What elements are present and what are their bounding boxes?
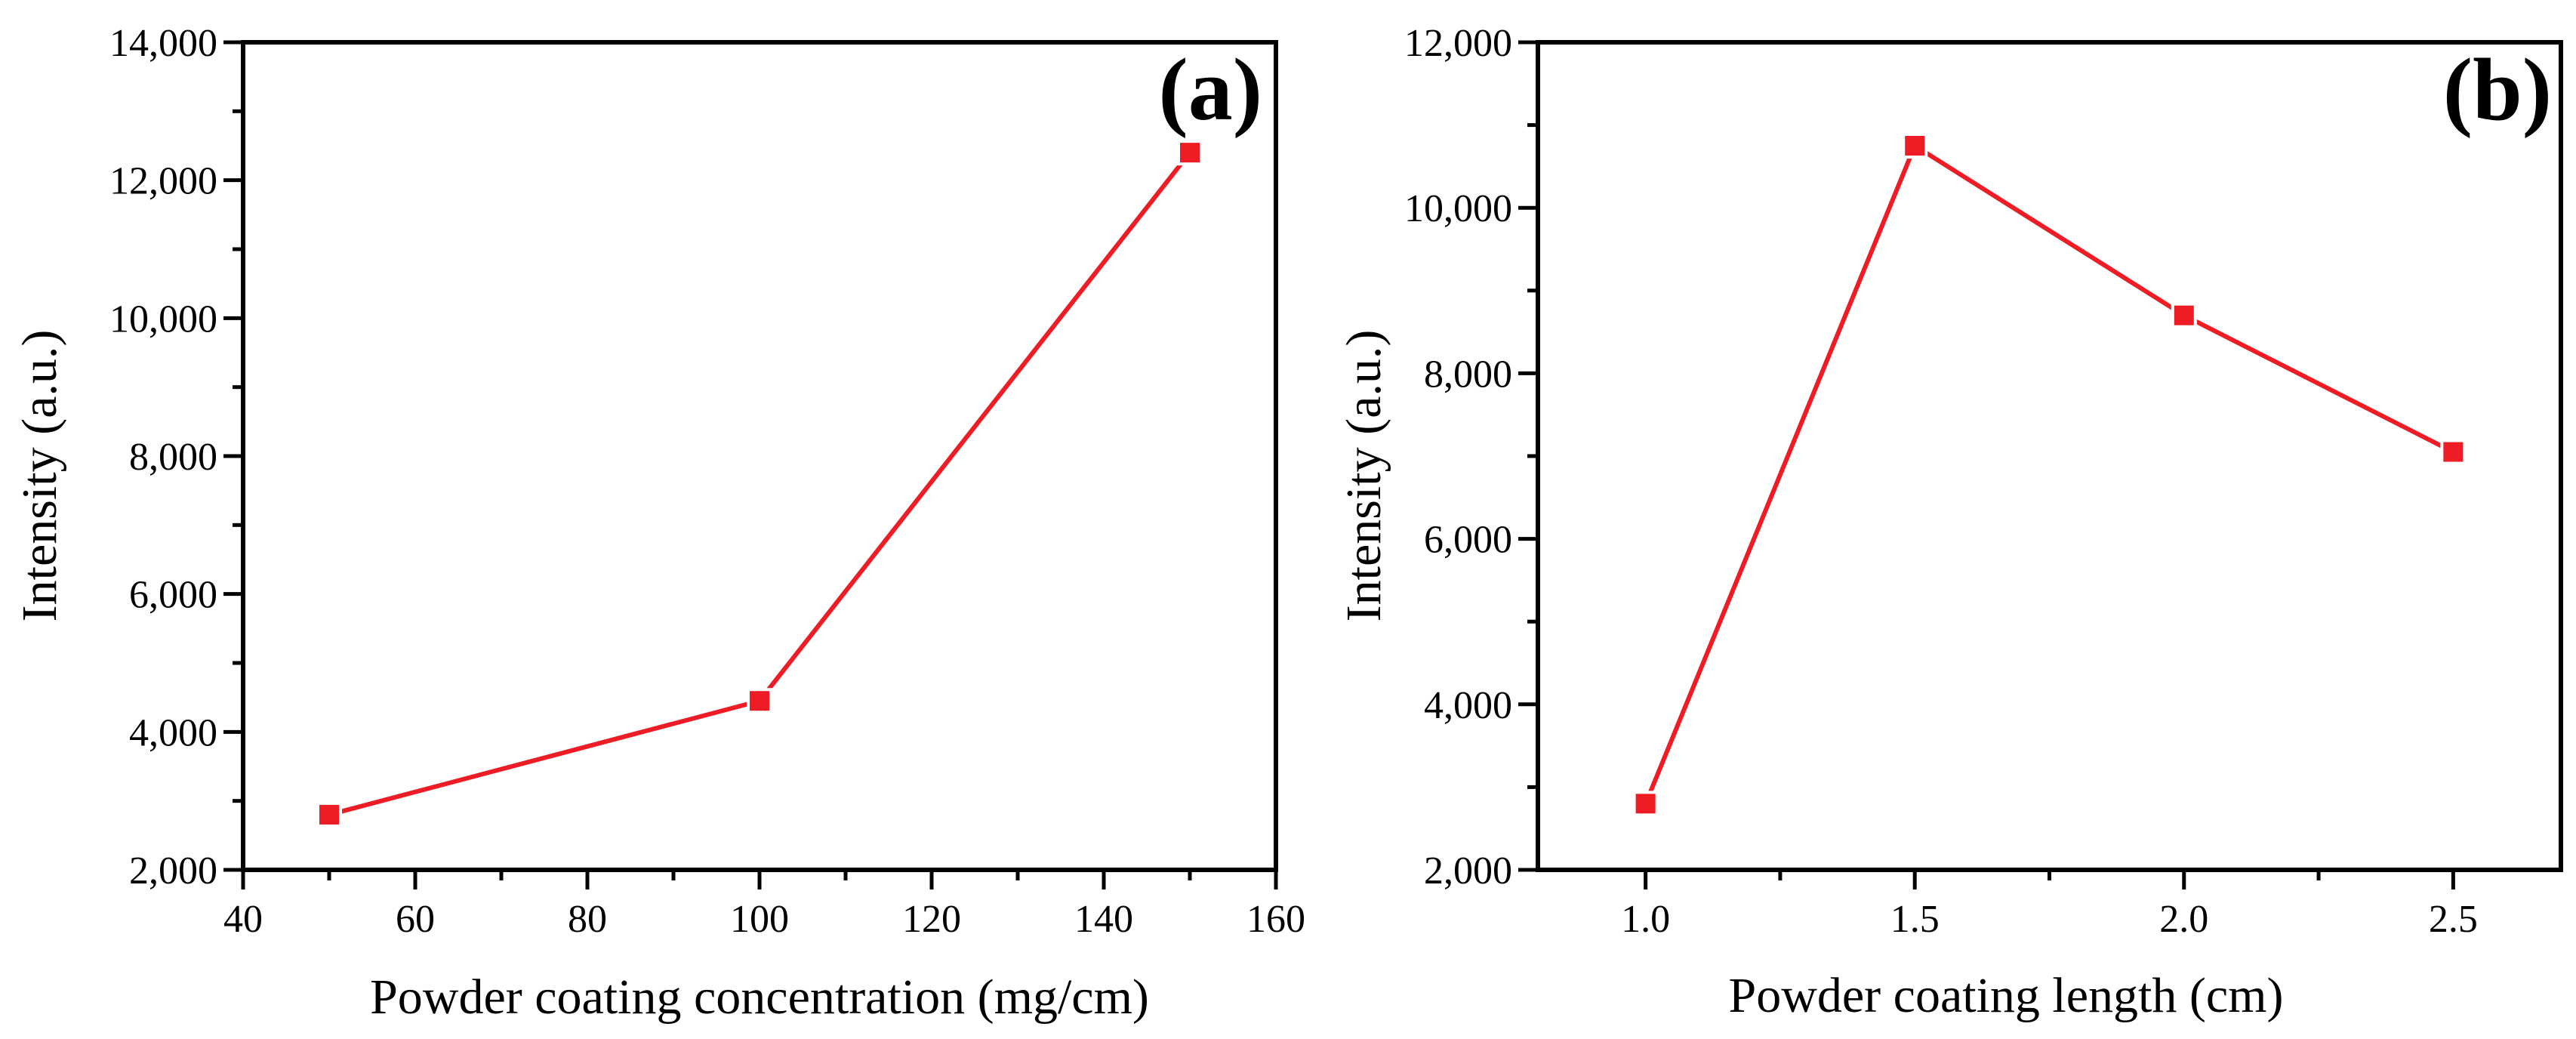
panel-a-data-point bbox=[1177, 140, 1203, 166]
panel-a-data-point bbox=[316, 801, 342, 828]
panel-a-label: (a) bbox=[1158, 40, 1262, 139]
panel-a-y-tick-label: 6,000 bbox=[129, 574, 217, 617]
panel-a-plot-frame bbox=[241, 40, 1278, 872]
panel-b-y-axis-title: Intensity (a.u.) bbox=[1336, 330, 1391, 622]
panel-a-chart: (a) Powder coating concentration (mg/cm)… bbox=[12, 22, 1305, 1025]
panel-b-y-tick-label: 8,000 bbox=[1424, 353, 1512, 396]
panel-a-y-axis-title: Intensity (a.u.) bbox=[12, 330, 67, 622]
panel-a-y-tick-label: 10,000 bbox=[109, 298, 217, 341]
panel-a-y-tick-label: 2,000 bbox=[129, 849, 217, 893]
panel-b-data-point bbox=[1632, 791, 1659, 817]
panel-b-x-tick-label: 2.0 bbox=[2159, 898, 2208, 941]
panel-b-data-point bbox=[2171, 302, 2197, 328]
panel-b-y-tick-label: 2,000 bbox=[1424, 849, 1512, 893]
panel-a-x-tick-label: 40 bbox=[223, 898, 263, 941]
panel-a-y-tick-label: 8,000 bbox=[129, 436, 217, 479]
panel-b-y-tick-label: 10,000 bbox=[1404, 187, 1512, 230]
panel-a-x-axis-title: Powder coating concentration (mg/cm) bbox=[370, 970, 1149, 1025]
panel-a-y-tick-label: 4,000 bbox=[129, 711, 217, 754]
panel-a-x-tick-label: 60 bbox=[396, 898, 435, 941]
panel-b-x-tick-label: 1.5 bbox=[1890, 898, 1940, 941]
panel-a-x-tick-label: 120 bbox=[902, 898, 961, 941]
panel-a-y-tick-label: 12,000 bbox=[109, 160, 217, 203]
panel-a-x-tick-label: 160 bbox=[1246, 898, 1305, 941]
panel-b-data-point bbox=[1902, 133, 1928, 159]
panel-b-y-tick-label: 4,000 bbox=[1424, 684, 1512, 727]
panel-b-x-axis-title: Powder coating length (cm) bbox=[1729, 968, 2284, 1023]
panel-b-chart: (b) Powder coating length (cm) Intensity… bbox=[1336, 22, 2563, 1023]
panel-b-x-tick-label: 1.0 bbox=[1621, 898, 1670, 941]
panel-a-x-tick-label: 80 bbox=[568, 898, 607, 941]
panel-a-x-tick-label: 100 bbox=[730, 898, 789, 941]
panel-b-plot-frame bbox=[1536, 40, 2563, 872]
panel-b-x-tick-label: 2.5 bbox=[2429, 898, 2478, 941]
panel-b-y-tick-label: 12,000 bbox=[1404, 22, 1512, 65]
panel-b-label: (b) bbox=[2443, 40, 2552, 139]
panel-a-y-tick-label: 14,000 bbox=[109, 22, 217, 65]
panel-a-series-line bbox=[328, 151, 1192, 817]
panel-a-data-point bbox=[747, 688, 772, 714]
panel-a-x-tick-label: 140 bbox=[1074, 898, 1133, 941]
panel-b-data-point bbox=[2440, 439, 2467, 465]
panel-b-series-line bbox=[1643, 142, 2454, 805]
panel-b-y-tick-label: 6,000 bbox=[1424, 519, 1512, 562]
